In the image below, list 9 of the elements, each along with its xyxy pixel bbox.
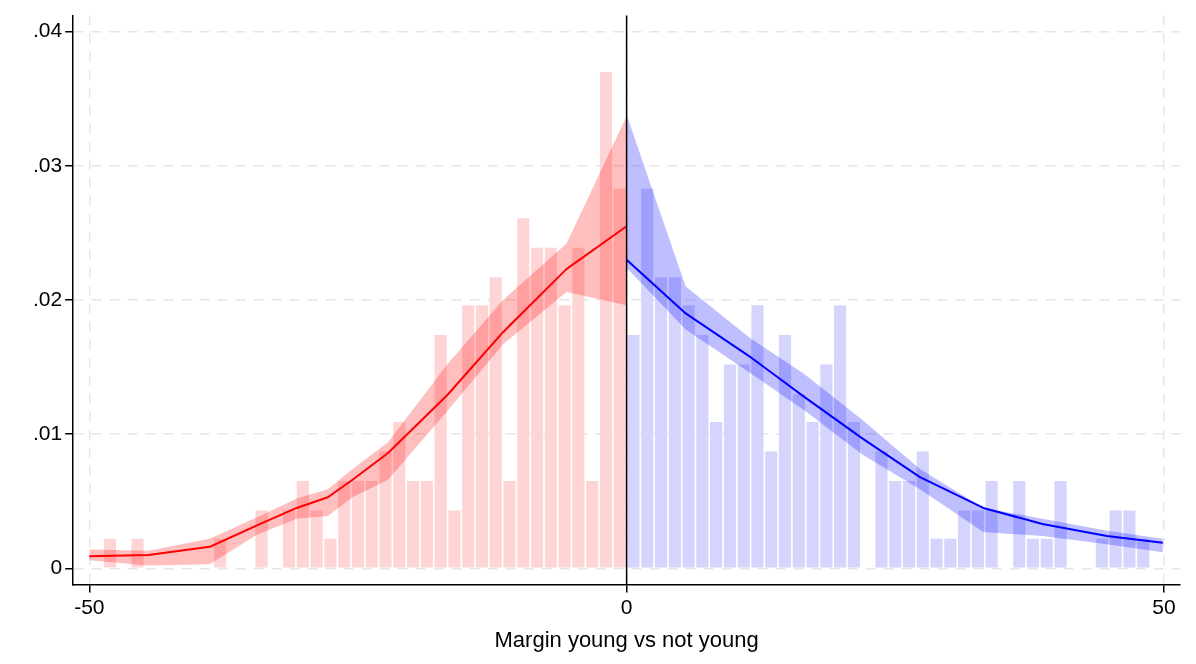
x-axis-title: Margin young vs not young <box>494 626 759 652</box>
y-tick-label: 0 <box>50 555 63 579</box>
x-tick-label: 0 <box>620 594 633 618</box>
y-tick-label: .03 <box>32 152 63 176</box>
y-tick-label: .02 <box>32 286 63 310</box>
x-tick-label: -50 <box>74 594 105 618</box>
y-tick-label: .01 <box>32 420 63 444</box>
x-tick-label: 50 <box>1152 594 1176 618</box>
y-tick-label: .04 <box>32 18 63 42</box>
